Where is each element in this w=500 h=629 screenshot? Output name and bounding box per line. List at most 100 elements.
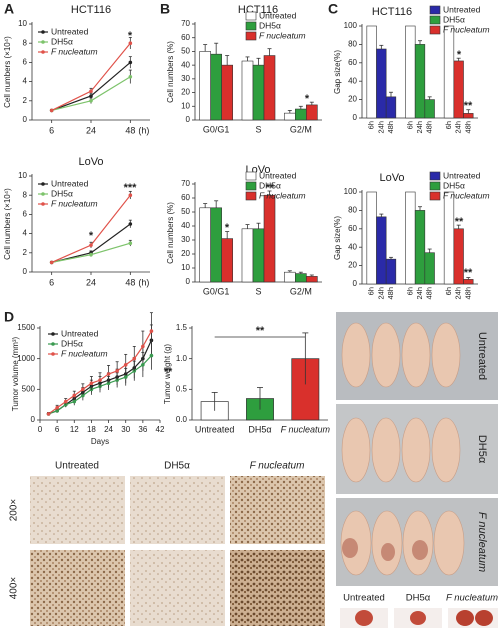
x-tick-label: 24h — [415, 121, 424, 134]
chart-title: HCT116 — [71, 4, 111, 16]
point — [106, 381, 111, 386]
y-tick-label: 0 — [353, 113, 358, 122]
bar — [199, 207, 211, 283]
legend-label: F nucleatum — [61, 348, 108, 358]
point — [132, 369, 137, 373]
x-axis-label: (h) — [138, 125, 149, 135]
significance-mark: ** — [464, 267, 473, 279]
significance-mark: * — [305, 93, 310, 105]
point — [128, 222, 133, 226]
legend-label: DH5α — [51, 36, 73, 46]
bar — [241, 60, 254, 121]
x-tick-label: G2/M — [290, 124, 312, 134]
significance-mark: ** — [266, 182, 275, 194]
legend-swatch — [245, 171, 257, 181]
y-tick-label: 1000 — [17, 354, 35, 363]
point — [128, 241, 133, 245]
point — [89, 89, 93, 93]
column-label: F nucleatum — [250, 461, 305, 472]
x-tick-label: 24h — [376, 121, 385, 134]
y-axis-label: Gap size(%) — [333, 50, 342, 94]
legend-label: DH5α — [443, 14, 465, 24]
x-tick-label: 24 — [104, 425, 113, 434]
column-label: Untreated — [55, 461, 99, 472]
x-tick-label: 42 — [156, 425, 165, 434]
y-tick-label: 0 — [23, 267, 28, 276]
bar — [443, 25, 455, 119]
point — [149, 353, 154, 358]
x-tick-label: 48h — [425, 121, 434, 134]
row-label: 400× — [9, 577, 20, 600]
bar — [295, 273, 307, 283]
y-tick-label: 0.5 — [176, 384, 188, 393]
legend-label: DH5α — [259, 20, 281, 30]
bar — [199, 51, 211, 121]
significance-mark: * — [89, 230, 94, 242]
x-tick-label: 6h — [367, 121, 376, 129]
y-tick-label: 60 — [348, 224, 357, 233]
legend-marker — [41, 182, 45, 186]
bar — [263, 55, 276, 121]
x-tick-label: 6h — [444, 287, 453, 295]
y-tick-label: 6 — [23, 58, 28, 67]
x-tick-label: 24 — [86, 277, 96, 287]
x-tick-label: 48 — [125, 277, 135, 287]
x-tick-label: 0 — [38, 425, 43, 434]
legend-swatch — [245, 11, 257, 21]
y-tick-label: 70 — [181, 19, 190, 28]
bar — [414, 210, 426, 285]
y-tick-label: 1500 — [17, 323, 35, 332]
x-tick-label: 48h — [463, 287, 472, 300]
legend-marker — [41, 50, 45, 54]
bar — [263, 194, 276, 283]
y-tick-label: 500 — [22, 384, 36, 393]
mouse-group-label: DH5α — [476, 435, 488, 464]
legend-label: Untreated — [51, 26, 89, 36]
significance-mark: ** — [256, 325, 265, 337]
panel-label: C — [328, 1, 338, 17]
tumor-label: F nucleatum — [446, 593, 498, 604]
x-tick-label: G2/M — [290, 286, 312, 296]
significance-mark: *** — [124, 182, 138, 194]
point — [128, 60, 133, 65]
point — [89, 252, 93, 257]
bar — [453, 228, 464, 285]
legend-label: F nucleatum — [51, 46, 98, 56]
y-tick-label: 0 — [353, 279, 358, 288]
y-tick-label: 10 — [181, 101, 190, 110]
y-tick-label: 30 — [181, 235, 190, 244]
legend-label: Untreated — [51, 178, 89, 188]
y-axis-label: Tumor volume (mm³) — [11, 336, 20, 411]
y-tick-label: 0 — [31, 415, 36, 424]
point — [89, 94, 93, 98]
legend-marker — [41, 202, 45, 206]
y-tick-label: 50 — [181, 207, 190, 216]
point — [81, 387, 85, 392]
bar — [463, 113, 474, 119]
x-tick-label: S — [255, 286, 261, 296]
x-tick-label: 6h — [405, 121, 414, 129]
bar — [376, 216, 387, 285]
chart-title: LoVo — [78, 156, 103, 168]
legend-label: F nucleatum — [443, 24, 490, 34]
legend-label: Untreated — [259, 10, 297, 20]
y-tick-label: 80 — [348, 40, 357, 49]
mouse-group-label: Untreated — [476, 332, 488, 380]
point — [81, 393, 85, 398]
bar — [366, 25, 377, 119]
point — [49, 260, 54, 265]
bar — [241, 228, 254, 283]
x-tick-label: 48h — [386, 121, 395, 134]
x-axis-label: Days — [91, 437, 109, 446]
y-tick-label: 40 — [348, 242, 357, 251]
x-axis-label: (h) — [138, 277, 149, 287]
significance-mark: ** — [455, 216, 464, 228]
tumor-label: Untreated — [343, 593, 385, 604]
y-axis-label: Gap size(%) — [333, 216, 342, 260]
y-tick-label: 20 — [181, 88, 190, 97]
legend-label: Untreated — [443, 170, 481, 180]
